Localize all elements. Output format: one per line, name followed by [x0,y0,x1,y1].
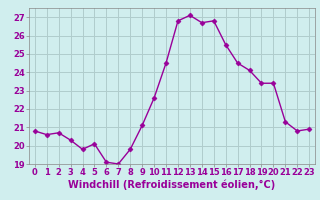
X-axis label: Windchill (Refroidissement éolien,°C): Windchill (Refroidissement éolien,°C) [68,180,276,190]
